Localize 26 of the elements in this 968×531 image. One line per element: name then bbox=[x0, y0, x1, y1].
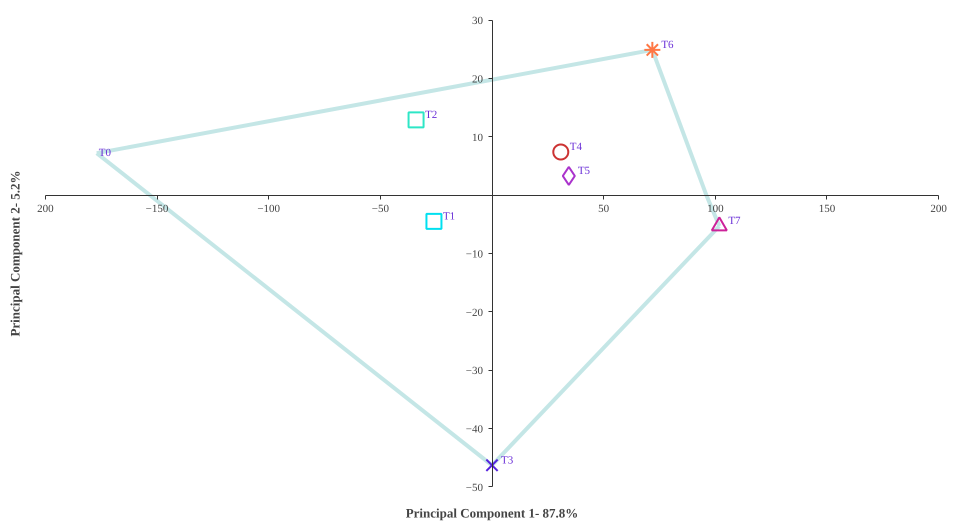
series-label: T7 bbox=[728, 215, 742, 228]
series-label: T4 bbox=[570, 141, 582, 153]
series-label: T6 bbox=[661, 38, 674, 51]
x-tick-label: 50 bbox=[598, 203, 610, 216]
y-axis-title: Principal Component 2- 5.2% bbox=[8, 170, 22, 337]
x-tick-label: −150 bbox=[146, 203, 169, 216]
series-label: T3 bbox=[501, 454, 514, 466]
series-label: T2 bbox=[425, 108, 438, 121]
series-label: T5 bbox=[578, 164, 591, 177]
x-tick-label: −100 bbox=[257, 203, 281, 216]
y-tick-label: 20 bbox=[472, 74, 484, 86]
y-tick-label: −10 bbox=[466, 248, 484, 260]
x-tick-label: 200 bbox=[930, 203, 948, 216]
y-tick-label: −20 bbox=[466, 306, 484, 319]
x-axis-title: Principal Component 1- 87.8% bbox=[406, 506, 578, 520]
annotation: T0 bbox=[98, 147, 112, 160]
y-tick-label: 30 bbox=[472, 15, 484, 28]
x-tick-label: 200 bbox=[37, 203, 54, 216]
series-label: T1 bbox=[442, 210, 456, 222]
x-tick-label: 100 bbox=[707, 203, 724, 216]
x-tick-label: −50 bbox=[372, 203, 390, 216]
y-tick-label: −40 bbox=[466, 424, 484, 436]
y-tick-label: −30 bbox=[466, 365, 484, 378]
y-tick-label: 10 bbox=[472, 132, 484, 144]
y-tick-label: −50 bbox=[466, 482, 484, 494]
x-tick-label: 150 bbox=[818, 203, 836, 216]
